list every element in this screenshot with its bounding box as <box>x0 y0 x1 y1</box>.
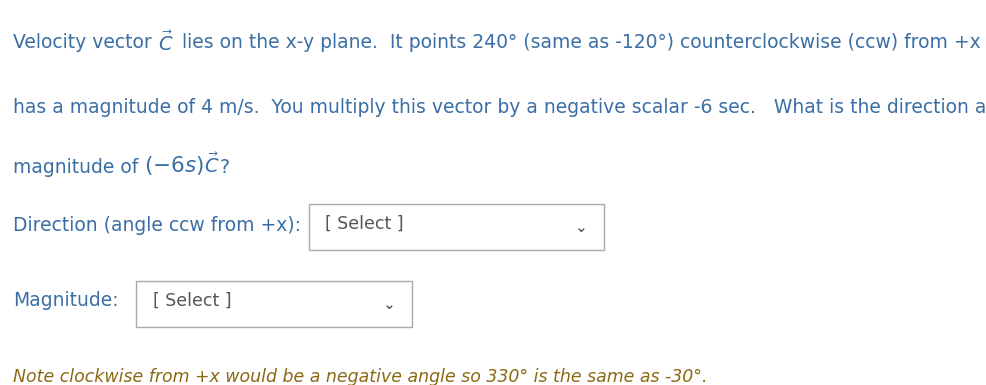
Text: ⌄: ⌄ <box>575 220 588 234</box>
Text: has a magnitude of 4 m/s.  You multiply this vector by a negative scalar -6 sec.: has a magnitude of 4 m/s. You multiply t… <box>13 98 986 117</box>
Text: ?: ? <box>220 158 230 177</box>
FancyBboxPatch shape <box>309 204 604 250</box>
Text: ⌄: ⌄ <box>383 297 395 311</box>
Text: [ Select ]: [ Select ] <box>153 291 232 310</box>
Text: $\vec{C}$: $\vec{C}$ <box>158 31 174 55</box>
Text: $(-6s)$: $(-6s)$ <box>144 154 204 177</box>
Text: lies on the x-y plane.  It points 240° (same as -120°) counterclockwise (ccw) fr: lies on the x-y plane. It points 240° (s… <box>176 33 986 52</box>
Text: [ Select ]: [ Select ] <box>325 214 404 233</box>
Text: Note clockwise from +x would be a negative angle so 330° is the same as -30°.: Note clockwise from +x would be a negati… <box>13 368 707 385</box>
Text: $\vec{C}$: $\vec{C}$ <box>204 153 220 177</box>
Text: Magnitude:: Magnitude: <box>13 291 118 310</box>
Text: magnitude of: magnitude of <box>13 158 144 177</box>
Text: Direction (angle ccw from +x):: Direction (angle ccw from +x): <box>13 216 301 234</box>
Text: Velocity vector: Velocity vector <box>13 33 158 52</box>
FancyBboxPatch shape <box>136 281 412 327</box>
